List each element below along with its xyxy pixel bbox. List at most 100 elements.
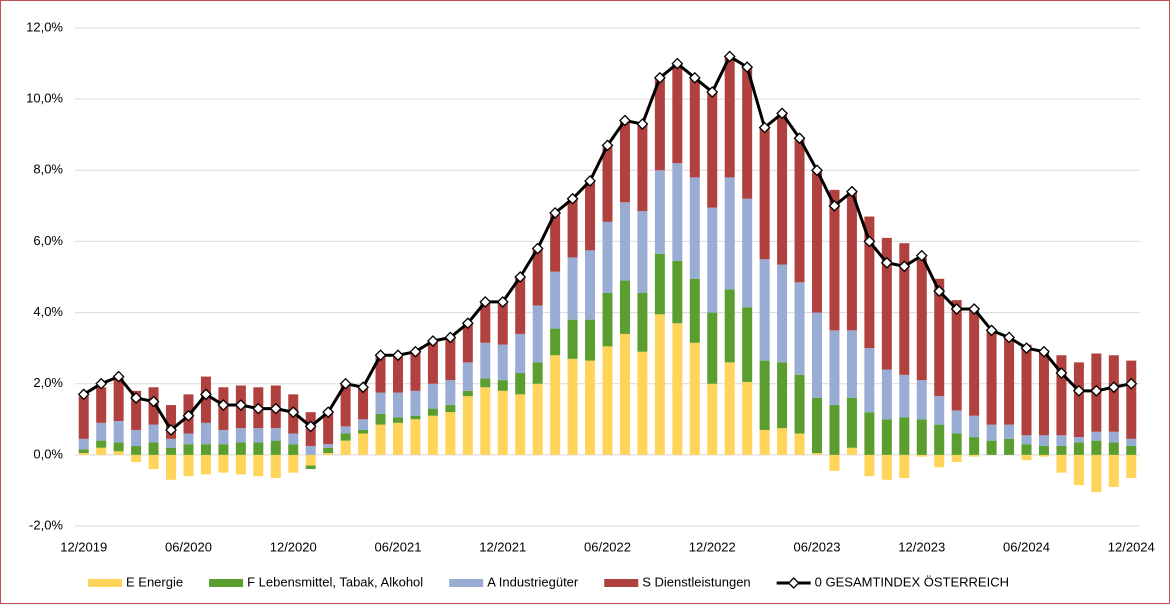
x-tick-label: 12/2024 xyxy=(1108,539,1155,554)
line-marker xyxy=(950,303,963,315)
bar-segment xyxy=(183,444,194,455)
bar-segment xyxy=(392,417,403,423)
bar-segment xyxy=(724,362,735,455)
bar-segment xyxy=(585,250,596,320)
legend-label: A Industriegüter xyxy=(487,574,579,589)
bar-segment xyxy=(340,383,351,427)
line-marker xyxy=(252,402,265,415)
y-tick-label: 4,0% xyxy=(33,304,63,319)
bar-segment xyxy=(148,424,159,443)
line-marker xyxy=(531,242,544,255)
bar-segment xyxy=(654,170,665,254)
bar-segment xyxy=(148,442,159,455)
x-tick-label: 06/2021 xyxy=(374,539,421,554)
bar-segment xyxy=(96,440,107,448)
bar-segment xyxy=(200,454,211,475)
bar-segment xyxy=(1126,360,1137,439)
bar-segment xyxy=(672,323,683,455)
bar-segment xyxy=(567,319,578,359)
bar-segment xyxy=(969,307,980,416)
bar-segment xyxy=(881,369,892,420)
bar-segment xyxy=(166,447,177,455)
bar-segment xyxy=(1056,454,1067,473)
bar-segment xyxy=(567,358,578,455)
y-tick-label: 0,0% xyxy=(33,446,63,461)
line-marker xyxy=(793,132,806,145)
bar-segment xyxy=(794,433,805,455)
bar-segment xyxy=(550,355,561,455)
bar-segment xyxy=(934,278,945,397)
bar-segment xyxy=(1056,445,1067,455)
bar-segment xyxy=(602,346,613,455)
bar-segment xyxy=(689,177,700,279)
line-marker xyxy=(776,107,789,120)
bar-segment xyxy=(794,282,805,375)
bar-segment xyxy=(619,280,630,334)
bar-segment xyxy=(916,454,927,457)
legend-swatch xyxy=(88,579,122,587)
bar-segment xyxy=(951,454,962,462)
bar-segment xyxy=(585,180,596,251)
bar-segment xyxy=(846,447,857,455)
bar-segment xyxy=(567,257,578,320)
bar-segment xyxy=(113,451,124,455)
bar-segment xyxy=(1004,337,1015,425)
bar-segment xyxy=(602,293,613,347)
bar-segment xyxy=(707,207,718,313)
line-marker xyxy=(479,295,492,308)
bar-segment xyxy=(445,412,456,455)
bar-segment xyxy=(253,428,264,443)
legend-swatch xyxy=(787,577,800,589)
bar-segment xyxy=(829,330,840,406)
bar-segment xyxy=(96,447,107,455)
bar-segment xyxy=(986,332,997,425)
bar-segment xyxy=(899,417,910,455)
bar-segment xyxy=(166,438,177,448)
bar-segment xyxy=(899,374,910,418)
bar-segment xyxy=(392,422,403,455)
bar-segment xyxy=(218,454,229,473)
bar-segment xyxy=(462,396,473,455)
bar-segment xyxy=(462,362,473,391)
bar-segment xyxy=(288,444,299,455)
bar-segment xyxy=(288,433,299,445)
bar-segment xyxy=(881,454,892,480)
bar-segment xyxy=(812,453,823,455)
line-marker xyxy=(200,388,212,401)
bar-segment xyxy=(934,454,945,468)
bar-segment xyxy=(567,198,578,258)
bar-segment xyxy=(707,383,718,455)
y-tick-label: 12,0% xyxy=(26,19,63,34)
bar-segment xyxy=(515,394,526,455)
line-marker xyxy=(846,185,858,198)
line-marker xyxy=(863,235,876,248)
bar-segment xyxy=(253,442,264,455)
bar-segment xyxy=(759,429,770,455)
bar-segment xyxy=(899,243,910,375)
bar-segment xyxy=(532,362,543,384)
bar-segment xyxy=(672,260,683,324)
bar-segment xyxy=(759,127,770,260)
bar-segment xyxy=(480,387,491,455)
line-marker xyxy=(112,370,125,383)
bar-segment xyxy=(358,419,369,430)
x-tick-label: 12/2020 xyxy=(270,539,317,554)
line-marker xyxy=(496,295,509,308)
line-marker xyxy=(426,335,439,347)
line-marker xyxy=(77,388,90,401)
bar-segment xyxy=(934,424,945,455)
bar-segment xyxy=(864,216,875,349)
line-marker xyxy=(1125,377,1138,390)
bar-segment xyxy=(166,454,177,480)
line-marker xyxy=(287,406,300,419)
bar-segment xyxy=(689,342,700,455)
bar-segment xyxy=(986,424,997,441)
bar-segment xyxy=(480,301,491,343)
bar-segment xyxy=(113,421,124,443)
bar-segment xyxy=(916,419,927,455)
bar-segment xyxy=(742,307,753,382)
line-marker xyxy=(95,377,108,390)
bar-segment xyxy=(270,454,281,478)
bar-segment xyxy=(427,408,438,416)
